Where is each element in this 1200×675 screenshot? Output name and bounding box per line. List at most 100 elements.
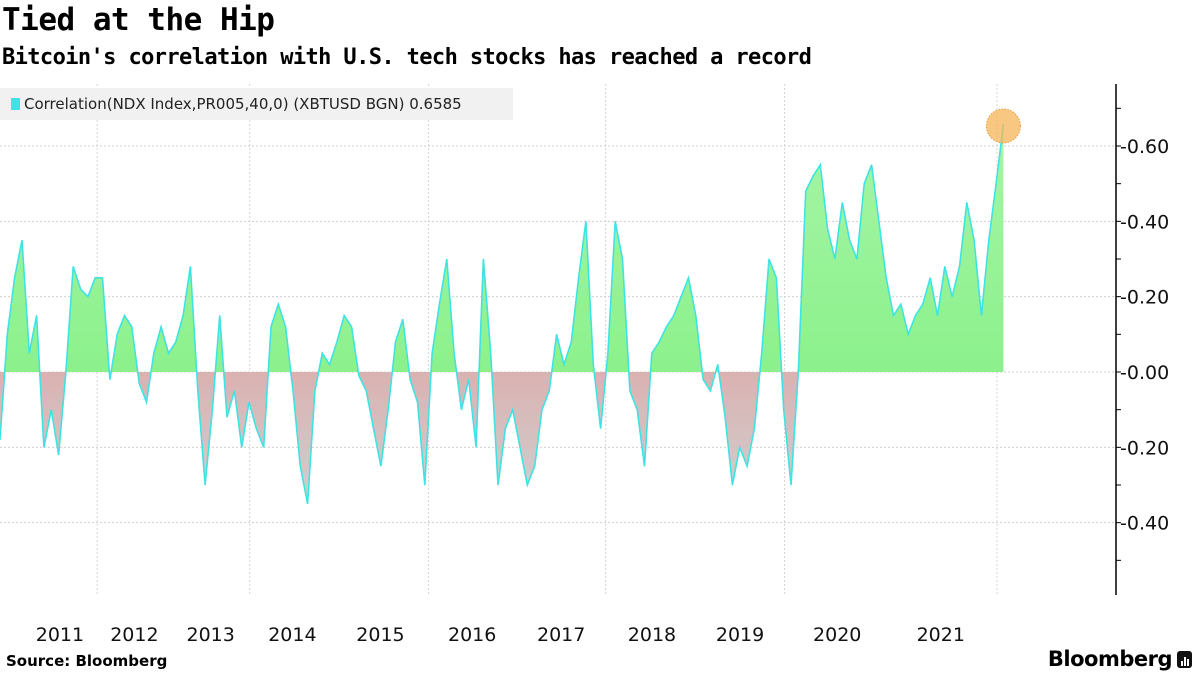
x-tick-label: 2012 [110,624,158,646]
y-tick-label: -0.60 [1120,136,1169,158]
data-point [732,484,733,486]
data-point [944,266,946,267]
data-point [468,379,470,380]
data-point [666,326,667,328]
data-point [614,220,616,222]
data-point [871,164,872,166]
data-point [255,428,257,429]
x-tick-label: 2013 [186,624,234,646]
data-point [263,446,265,448]
legend-label: Correlation(NDX Index,PR005,40,0) (XBTUS… [24,95,462,113]
x-tick-label: 2020 [813,624,861,646]
data-point [417,401,418,403]
x-tick-label: 2017 [537,624,585,646]
data-point [783,409,785,411]
data-point [219,315,221,316]
data-point [431,352,433,354]
data-point [995,183,997,185]
data-point [65,371,67,373]
data-point [548,390,550,392]
data-point [541,409,543,411]
data-point [336,341,338,343]
data-point [175,341,177,343]
data-point [827,228,829,230]
chart-title: Tied at the Hip [2,2,275,38]
data-point [966,202,968,203]
negative-area [0,372,1004,504]
x-tick-label: 2014 [268,624,316,646]
data-point [292,390,294,392]
data-point [314,390,316,392]
x-tick-label: 2018 [628,624,676,646]
data-point [739,446,741,448]
data-point [834,258,836,260]
data-point [277,303,279,305]
data-point [446,258,448,260]
data-point [285,326,287,328]
data-point [878,220,880,222]
data-point [204,484,206,486]
data-point [805,190,807,192]
data-point [885,277,887,279]
data-point [168,352,169,354]
data-point [351,326,352,328]
data-point [636,409,638,411]
data-point [380,465,382,467]
x-tick-label: 2016 [448,624,496,646]
y-tick-label: -0.40 [1120,513,1169,535]
data-point [658,341,660,343]
data-point [695,315,697,316]
data-point [131,326,133,328]
data-point [519,446,521,448]
data-point [395,341,396,343]
x-tick-label: 2011 [36,624,84,646]
brand-name: Bloomberg [1047,647,1173,671]
data-point [50,409,52,411]
data-point [929,277,931,279]
data-point [907,333,909,335]
data-point [453,352,455,354]
data-point [790,484,792,486]
data-point [497,484,499,486]
data-point [58,454,59,456]
data-point [812,175,814,177]
y-tick-label: -0.20 [1120,287,1169,309]
chart-subtitle: Bitcoin's correlation with U.S. tech sto… [2,45,812,70]
x-tick-label: 2021 [917,624,965,646]
data-point [109,379,111,380]
data-point [138,382,140,384]
data-point [87,296,89,298]
source-note: Source: Bloomberg [6,652,168,670]
data-point [490,352,492,354]
data-point [153,352,155,354]
data-point [197,390,199,392]
y-tick-label: -0.40 [1120,211,1169,233]
data-point [307,503,309,505]
legend: Correlation(NDX Index,PR005,40,0) (XBTUS… [0,88,513,120]
data-point [761,352,763,354]
data-point [819,164,821,166]
x-tick-label: 2019 [716,624,764,646]
data-point [321,352,323,354]
data-point [688,277,689,279]
data-point [116,333,118,335]
data-point [680,296,682,298]
data-point [592,364,594,365]
data-point [570,341,572,343]
data-point [6,333,8,335]
data-point [94,277,96,279]
data-point [102,277,103,279]
data-point [512,409,514,411]
data-point [775,277,777,279]
data-point [72,266,74,267]
data-point [951,296,953,298]
data-point [373,428,374,429]
data-point [233,390,235,392]
data-point [746,465,748,467]
data-point [724,416,726,418]
data-point [863,183,865,185]
data-point [717,364,719,365]
data-point [856,258,858,260]
data-point [211,409,213,411]
data-point [526,484,528,486]
